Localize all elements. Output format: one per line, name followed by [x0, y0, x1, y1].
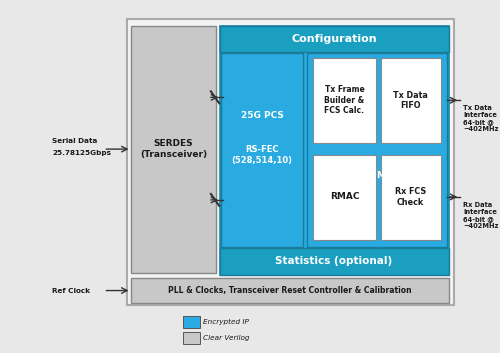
- Text: SERDES
(Transceiver): SERDES (Transceiver): [140, 139, 207, 159]
- Text: Encrypted IP: Encrypted IP: [204, 319, 249, 325]
- Bar: [183, 316, 200, 328]
- Text: RS-FEC
(528,514,10): RS-FEC (528,514,10): [232, 145, 292, 165]
- Text: 25.78125Gbps: 25.78125Gbps: [52, 150, 111, 156]
- Bar: [381, 59, 440, 143]
- Bar: [220, 26, 449, 53]
- Text: Rx FCS
Check: Rx FCS Check: [395, 187, 426, 207]
- Text: PLL & Clocks, Transceiver Reset Controller & Calibration: PLL & Clocks, Transceiver Reset Controll…: [168, 286, 412, 295]
- Text: Clear Verilog: Clear Verilog: [204, 335, 250, 341]
- Bar: [183, 333, 200, 344]
- Text: Tx Data
FIFO: Tx Data FIFO: [394, 91, 428, 110]
- Bar: [132, 26, 216, 273]
- Bar: [312, 59, 376, 143]
- Bar: [307, 54, 447, 247]
- Bar: [221, 54, 304, 247]
- Bar: [220, 26, 449, 275]
- Text: Serial Data: Serial Data: [52, 138, 98, 144]
- Bar: [381, 155, 440, 240]
- Text: Configuration: Configuration: [292, 34, 377, 43]
- Text: Rx Data
Interface
64-bit @
~402MHz: Rx Data Interface 64-bit @ ~402MHz: [463, 202, 498, 229]
- Text: Tx Data
Interface
64-bit @
~402MHz: Tx Data Interface 64-bit @ ~402MHz: [463, 105, 498, 132]
- Text: Tx Frame
Builder &
FCS Calc.: Tx Frame Builder & FCS Calc.: [324, 85, 364, 115]
- Bar: [132, 277, 449, 304]
- Text: 25G MAC: 25G MAC: [354, 170, 400, 180]
- Bar: [220, 248, 449, 275]
- Text: Ref Clock: Ref Clock: [52, 288, 90, 294]
- Text: Statistics (optional): Statistics (optional): [276, 256, 392, 266]
- Bar: [127, 19, 454, 305]
- Text: RMAC: RMAC: [330, 192, 359, 202]
- Bar: [312, 155, 376, 240]
- Text: 25G PCS: 25G PCS: [241, 111, 284, 120]
